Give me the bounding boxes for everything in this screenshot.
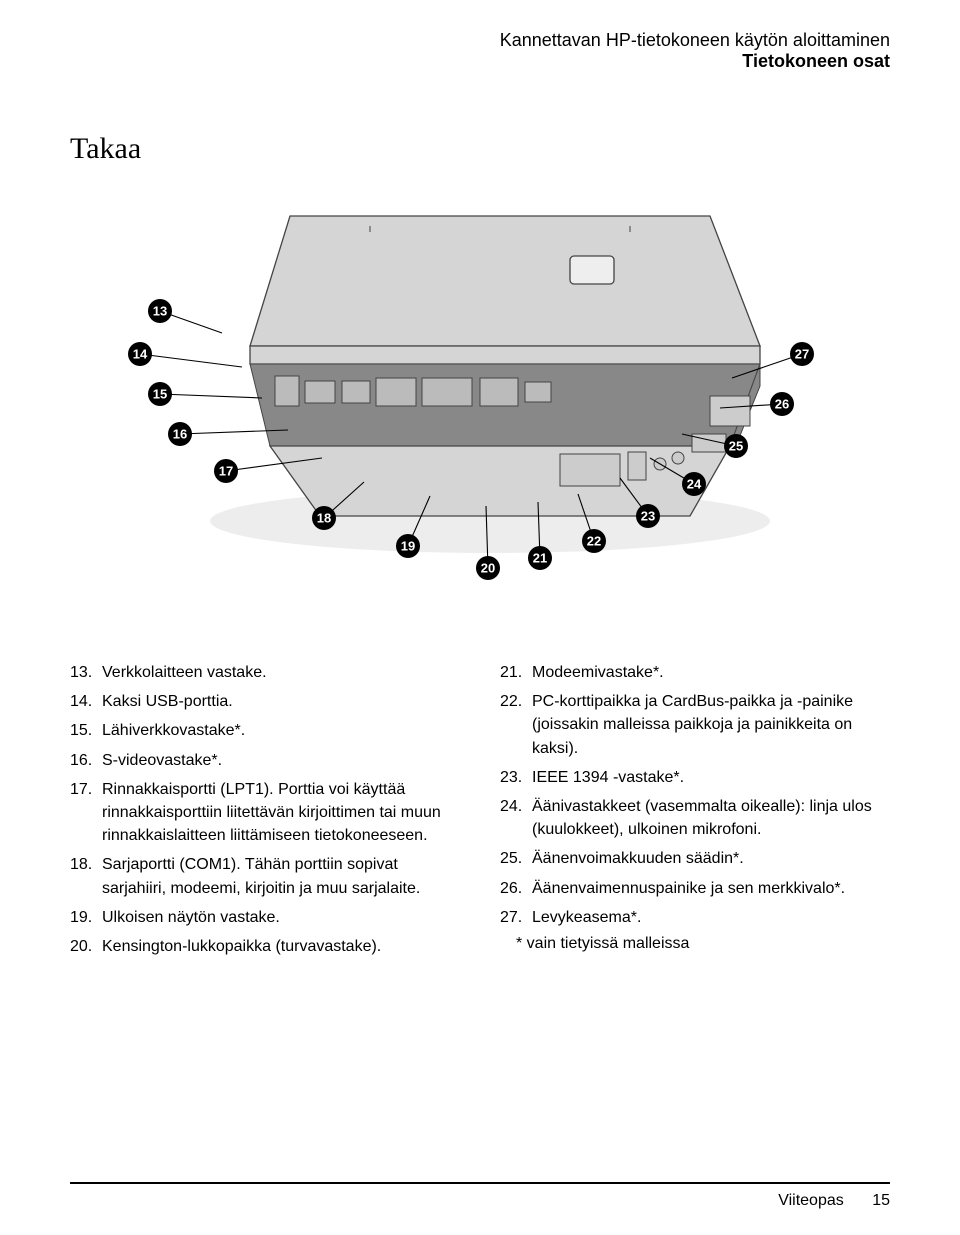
list-item: 18.Sarjaportti (COM1). Tähän porttiin so…	[70, 853, 460, 899]
callout-number: 13	[153, 304, 167, 319]
item-number: 20.	[70, 935, 102, 958]
callout-number: 27	[795, 347, 809, 362]
callout-number: 14	[133, 347, 148, 362]
item-text: Levykeasema*.	[532, 906, 890, 929]
item-number: 14.	[70, 690, 102, 713]
figure-area: Takaa 13 14 15 16 17 18 19 20 21 22 23 24 25 26 27	[70, 132, 890, 611]
callout-number: 19	[401, 539, 415, 554]
item-text: Rinnakkaisportti (LPT1). Porttia voi käy…	[102, 778, 460, 848]
callout-number: 16	[173, 427, 187, 442]
right-column: 21.Modeemivastake*.22.PC-korttipaikka ja…	[500, 661, 890, 964]
callout-number: 21	[533, 551, 547, 566]
list-item: 25.Äänenvoimakkuuden säädin*.	[500, 847, 890, 870]
list-item: 13.Verkkolaitteen vastake.	[70, 661, 460, 684]
footer-page-number: 15	[872, 1192, 890, 1209]
list-item: 22.PC-korttipaikka ja CardBus-paikka ja …	[500, 690, 890, 760]
item-text: Äänivastakkeet (vasemmalta oikealle): li…	[532, 795, 890, 841]
item-number: 23.	[500, 766, 532, 789]
item-number: 16.	[70, 749, 102, 772]
item-number: 26.	[500, 877, 532, 900]
list-item: 27.Levykeasema*.	[500, 906, 890, 929]
list-item: 16.S-videovastake*.	[70, 749, 460, 772]
item-text: Äänenvoimakkuuden säädin*.	[532, 847, 890, 870]
item-text: Kaksi USB-porttia.	[102, 690, 460, 713]
list-item: 23.IEEE 1394 -vastake*.	[500, 766, 890, 789]
right-list: 21.Modeemivastake*.22.PC-korttipaikka ja…	[500, 661, 890, 929]
laptop-rear-diagram: 13 14 15 16 17 18 19 20 21 22 23 24 25 26 27	[70, 186, 890, 606]
item-number: 22.	[500, 690, 532, 760]
callout-number: 18	[317, 511, 331, 526]
item-number: 27.	[500, 906, 532, 929]
list-item: 14.Kaksi USB-porttia.	[70, 690, 460, 713]
callout-number: 22	[587, 534, 601, 549]
item-text: Verkkolaitteen vastake.	[102, 661, 460, 684]
callout-number: 17	[219, 464, 233, 479]
item-number: 19.	[70, 906, 102, 929]
item-number: 15.	[70, 719, 102, 742]
description-columns: 13.Verkkolaitteen vastake.14.Kaksi USB-p…	[70, 661, 890, 964]
page-footer: Viiteopas 15	[70, 1182, 890, 1210]
header-title: Kannettavan HP-tietokoneen käytön aloitt…	[70, 30, 890, 51]
list-item: 26.Äänenvaimennuspainike ja sen merkkiva…	[500, 877, 890, 900]
list-item: 17.Rinnakkaisportti (LPT1). Porttia voi …	[70, 778, 460, 848]
item-number: 24.	[500, 795, 532, 841]
footer-label: Viiteopas	[778, 1192, 844, 1209]
callout-number: 25	[729, 439, 743, 454]
left-column: 13.Verkkolaitteen vastake.14.Kaksi USB-p…	[70, 661, 460, 964]
item-text: IEEE 1394 -vastake*.	[532, 766, 890, 789]
item-text: Modeemivastake*.	[532, 661, 890, 684]
page-header: Kannettavan HP-tietokoneen käytön aloitt…	[70, 30, 890, 72]
item-text: Ulkoisen näytön vastake.	[102, 906, 460, 929]
list-item: 15.Lähiverkkovastake*.	[70, 719, 460, 742]
item-number: 13.	[70, 661, 102, 684]
footnote: * vain tietyissä malleissa	[500, 935, 890, 953]
list-item: 20.Kensington-lukkopaikka (turvavastake)…	[70, 935, 460, 958]
callout-number: 15	[153, 387, 167, 402]
item-text: S-videovastake*.	[102, 749, 460, 772]
item-number: 17.	[70, 778, 102, 848]
item-text: Sarjaportti (COM1). Tähän porttiin sopiv…	[102, 853, 460, 899]
item-number: 18.	[70, 853, 102, 899]
item-text: PC-korttipaikka ja CardBus-paikka ja -pa…	[532, 690, 890, 760]
header-subtitle: Tietokoneen osat	[70, 51, 890, 72]
item-number: 21.	[500, 661, 532, 684]
item-text: Kensington-lukkopaikka (turvavastake).	[102, 935, 460, 958]
callout-number: 24	[687, 477, 702, 492]
item-text: Lähiverkkovastake*.	[102, 719, 460, 742]
callout-number: 26	[775, 397, 789, 412]
item-text: Äänenvaimennuspainike ja sen merkkivalo*…	[532, 877, 890, 900]
callout-number: 20	[481, 561, 495, 576]
item-number: 25.	[500, 847, 532, 870]
list-item: 24.Äänivastakkeet (vasemmalta oikealle):…	[500, 795, 890, 841]
figure-title: Takaa	[70, 132, 890, 166]
left-list: 13.Verkkolaitteen vastake.14.Kaksi USB-p…	[70, 661, 460, 958]
list-item: 19.Ulkoisen näytön vastake.	[70, 906, 460, 929]
list-item: 21.Modeemivastake*.	[500, 661, 890, 684]
callout-number: 23	[641, 509, 655, 524]
